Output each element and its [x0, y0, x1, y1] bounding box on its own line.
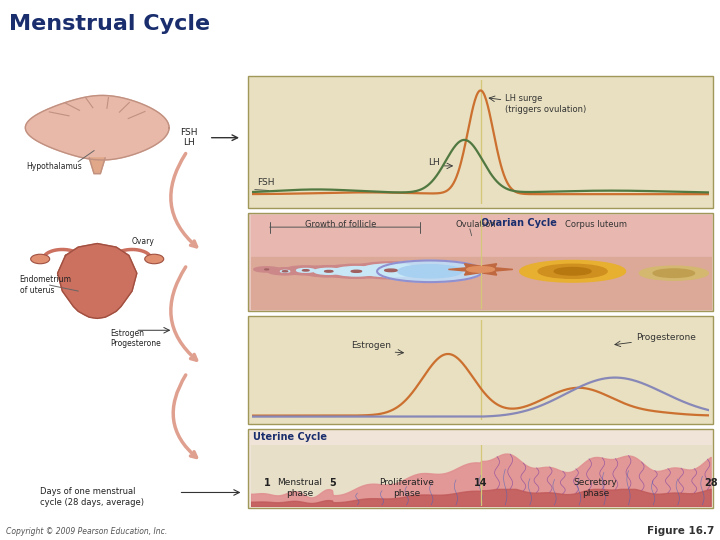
Circle shape: [325, 271, 333, 272]
Text: Endometrium
of uterus: Endometrium of uterus: [19, 275, 71, 295]
Circle shape: [467, 267, 495, 272]
Text: Figure 16.7: Figure 16.7: [647, 525, 714, 536]
Text: Growth of follicle: Growth of follicle: [305, 220, 377, 228]
FancyArrowPatch shape: [174, 375, 197, 457]
Text: 28: 28: [704, 478, 717, 488]
Circle shape: [653, 269, 695, 278]
Text: 14: 14: [474, 478, 487, 488]
Circle shape: [397, 265, 462, 278]
Circle shape: [302, 269, 309, 271]
Circle shape: [281, 271, 289, 272]
Text: Estrogen
Progesterone: Estrogen Progesterone: [110, 329, 161, 348]
Circle shape: [349, 262, 432, 279]
Circle shape: [520, 260, 626, 282]
Polygon shape: [449, 264, 513, 275]
Text: 1: 1: [264, 478, 271, 488]
Text: Uterine Cycle: Uterine Cycle: [253, 432, 328, 442]
Ellipse shape: [145, 254, 163, 264]
Circle shape: [253, 267, 279, 272]
Circle shape: [351, 270, 361, 272]
Text: Days of one menstrual
cycle (28 days, average): Days of one menstrual cycle (28 days, av…: [40, 487, 143, 507]
Text: Menstrual Cycle: Menstrual Cycle: [9, 14, 210, 33]
Text: Corpus luteum: Corpus luteum: [564, 220, 626, 228]
Text: Progesterone: Progesterone: [636, 333, 696, 342]
Text: Estrogen: Estrogen: [351, 341, 391, 350]
Circle shape: [297, 268, 315, 272]
Circle shape: [554, 267, 591, 275]
Text: FSH
LH: FSH LH: [180, 129, 197, 147]
Circle shape: [268, 268, 302, 275]
Bar: [248, 316, 713, 424]
Polygon shape: [58, 244, 137, 319]
Circle shape: [265, 269, 269, 270]
Circle shape: [314, 268, 343, 274]
Circle shape: [282, 271, 288, 272]
Text: Hypothalamus: Hypothalamus: [26, 162, 81, 171]
Text: LH surge
(triggers ovulation): LH surge (triggers ovulation): [505, 94, 586, 114]
Text: Ovary: Ovary: [132, 237, 155, 246]
Bar: [248, 429, 713, 508]
Circle shape: [538, 264, 607, 278]
Bar: [248, 76, 713, 208]
FancyArrowPatch shape: [171, 267, 197, 360]
Text: Copyright © 2009 Pearson Education, Inc.: Copyright © 2009 Pearson Education, Inc.: [6, 526, 167, 536]
Polygon shape: [25, 96, 169, 160]
Circle shape: [359, 264, 422, 276]
Bar: [248, 213, 713, 310]
Text: Proliferative
phase: Proliferative phase: [379, 478, 434, 498]
Circle shape: [322, 264, 391, 278]
Circle shape: [284, 266, 328, 275]
Text: Menstrual
phase: Menstrual phase: [277, 478, 323, 498]
Text: Ovarian Cycle: Ovarian Cycle: [481, 218, 557, 228]
Text: Ovulation: Ovulation: [456, 220, 497, 228]
Ellipse shape: [31, 254, 50, 264]
Polygon shape: [89, 158, 105, 174]
Circle shape: [384, 269, 397, 272]
Text: 5: 5: [329, 478, 336, 488]
Text: FSH: FSH: [257, 178, 274, 186]
FancyArrowPatch shape: [171, 153, 197, 247]
Circle shape: [333, 267, 379, 276]
Circle shape: [301, 266, 356, 277]
Circle shape: [377, 260, 483, 282]
Text: Secretory
phase: Secretory phase: [574, 478, 618, 498]
Text: LH: LH: [428, 158, 440, 167]
Circle shape: [639, 266, 708, 280]
